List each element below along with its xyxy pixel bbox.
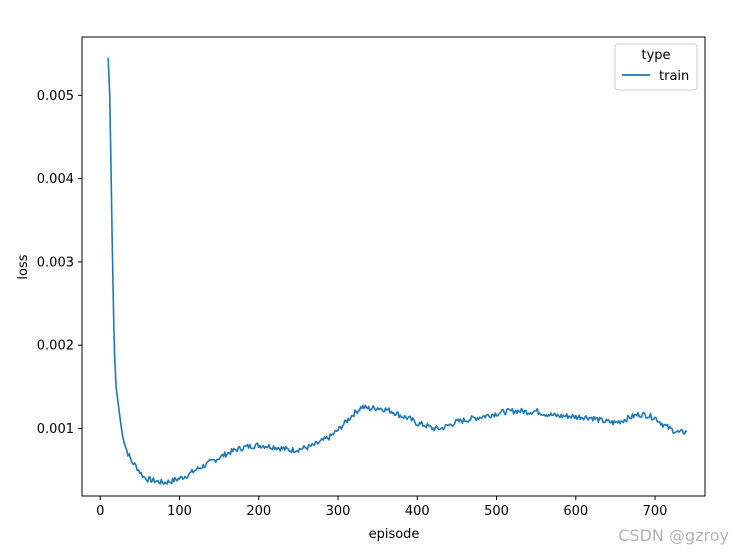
legend-title: type (641, 48, 670, 63)
series-layer (107, 57, 688, 486)
x-tick-label: 400 (405, 504, 430, 519)
x-tick-label: 500 (484, 504, 509, 519)
y-tick-label: 0.004 (37, 172, 74, 187)
x-tick-label: 300 (326, 504, 351, 519)
x-tick-label: 700 (643, 504, 668, 519)
legend-entry-train: train (659, 69, 689, 84)
y-tick-label: 0.005 (37, 89, 74, 104)
legend-box (614, 43, 698, 91)
x-axis-label: episode (369, 527, 420, 542)
y-axis-label: loss (16, 254, 31, 279)
series-line-train (107, 57, 688, 486)
y-tick-label: 0.002 (37, 339, 74, 354)
axis-ticks: 0 100 200 300 400 500 600 700 0.001 0.002 0.003 0.0… (37, 89, 668, 519)
watermark: CSDN @gzroy (618, 526, 729, 545)
legend: type train (614, 43, 698, 91)
y-tick-label: 0.003 (37, 255, 74, 270)
x-tick-label: 100 (167, 504, 192, 519)
x-tick-label: 200 (246, 504, 271, 519)
x-tick-label: 0 (96, 504, 104, 519)
y-tick-label: 0.001 (37, 422, 74, 437)
x-tick-label: 600 (563, 504, 588, 519)
plot-frame (81, 36, 706, 497)
plot-area (82, 37, 705, 496)
